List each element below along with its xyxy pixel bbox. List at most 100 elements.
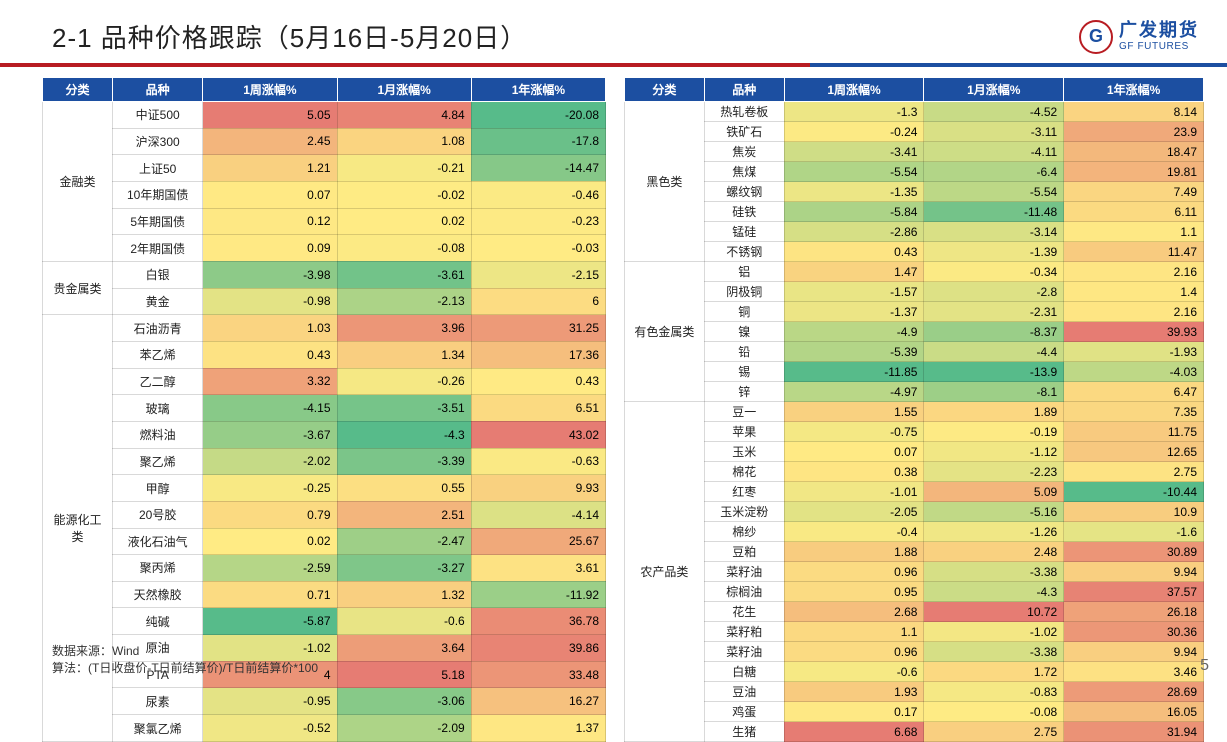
value-cell: -4.9 xyxy=(784,322,924,342)
value-cell: -0.46 xyxy=(471,181,605,208)
name-cell: 棕榈油 xyxy=(704,582,784,602)
logo-cn: 广发期货 xyxy=(1119,21,1199,41)
value-cell: 31.94 xyxy=(1064,722,1204,742)
table-row: 聚丙烯-2.59-3.273.61 xyxy=(43,555,606,582)
value-cell: -4.52 xyxy=(924,102,1064,122)
table-row: 棉花0.38-2.232.75 xyxy=(625,462,1204,482)
table-row: 纯碱-5.87-0.636.78 xyxy=(43,608,606,635)
value-cell: -3.27 xyxy=(337,555,471,582)
value-cell: 23.9 xyxy=(1064,122,1204,142)
value-cell: -1.35 xyxy=(784,182,924,202)
logo-en: GF FUTURES xyxy=(1119,41,1199,52)
col-header: 分类 xyxy=(43,78,113,102)
value-cell: -3.39 xyxy=(337,448,471,475)
value-cell: -0.98 xyxy=(203,288,337,315)
value-cell: 0.02 xyxy=(337,208,471,235)
value-cell: 17.36 xyxy=(471,341,605,368)
value-cell: -0.83 xyxy=(924,682,1064,702)
value-cell: 19.81 xyxy=(1064,162,1204,182)
table-row: 棕榈油0.95-4.337.57 xyxy=(625,582,1204,602)
name-cell: 上证50 xyxy=(113,155,203,182)
category-cell: 农产品类 xyxy=(625,402,705,742)
value-cell: 37.57 xyxy=(1064,582,1204,602)
value-cell: -4.4 xyxy=(924,342,1064,362)
value-cell: 0.96 xyxy=(784,562,924,582)
value-cell: -1.57 xyxy=(784,282,924,302)
value-cell: 11.47 xyxy=(1064,242,1204,262)
value-cell: 1.93 xyxy=(784,682,924,702)
name-cell: 铅 xyxy=(704,342,784,362)
name-cell: 棉花 xyxy=(704,462,784,482)
value-cell: 1.47 xyxy=(784,262,924,282)
name-cell: 玉米淀粉 xyxy=(704,502,784,522)
value-cell: 6 xyxy=(471,288,605,315)
value-cell: 2.45 xyxy=(203,128,337,155)
value-cell: -0.25 xyxy=(203,475,337,502)
value-cell: -0.6 xyxy=(784,662,924,682)
value-cell: 0.12 xyxy=(203,208,337,235)
table-row: 玉米0.07-1.1212.65 xyxy=(625,442,1204,462)
value-cell: 10.9 xyxy=(1064,502,1204,522)
name-cell: 生猪 xyxy=(704,722,784,742)
logo-icon xyxy=(1079,20,1113,54)
value-cell: -0.23 xyxy=(471,208,605,235)
value-cell: -5.54 xyxy=(784,162,924,182)
category-cell: 黑色类 xyxy=(625,102,705,262)
value-cell: 16.27 xyxy=(471,688,605,715)
value-cell: 1.4 xyxy=(1064,282,1204,302)
value-cell: 5.09 xyxy=(924,482,1064,502)
footer-formula: 算法：(T日收盘价-T日前结算价)/T日前结算价*100 xyxy=(52,660,318,677)
category-cell: 金融类 xyxy=(43,102,113,262)
value-cell: -1.6 xyxy=(1064,522,1204,542)
name-cell: 焦炭 xyxy=(704,142,784,162)
name-cell: 中证500 xyxy=(113,102,203,129)
value-cell: -3.41 xyxy=(784,142,924,162)
value-cell: 6.11 xyxy=(1064,202,1204,222)
value-cell: -20.08 xyxy=(471,102,605,129)
category-cell: 贵金属类 xyxy=(43,261,113,314)
name-cell: 铝 xyxy=(704,262,784,282)
name-cell: 铁矿石 xyxy=(704,122,784,142)
table-row: 尿素-0.95-3.0616.27 xyxy=(43,688,606,715)
logo-text: 广发期货 GF FUTURES xyxy=(1119,21,1199,52)
footer-source: 数据来源：Wind xyxy=(52,643,318,660)
value-cell: 31.25 xyxy=(471,315,605,342)
col-header: 1月涨幅% xyxy=(924,78,1064,102)
col-header: 品种 xyxy=(113,78,203,102)
value-cell: -5.16 xyxy=(924,502,1064,522)
value-cell: -4.3 xyxy=(337,421,471,448)
table-row: 聚氯乙烯-0.52-2.091.37 xyxy=(43,715,606,742)
name-cell: 聚乙烯 xyxy=(113,448,203,475)
col-header: 1周涨幅% xyxy=(784,78,924,102)
value-cell: 2.16 xyxy=(1064,302,1204,322)
value-cell: -2.15 xyxy=(471,261,605,288)
value-cell: 1.55 xyxy=(784,402,924,422)
table-row: 硅铁-5.84-11.486.11 xyxy=(625,202,1204,222)
value-cell: -4.11 xyxy=(924,142,1064,162)
name-cell: 锌 xyxy=(704,382,784,402)
table-row: 锰硅-2.86-3.141.1 xyxy=(625,222,1204,242)
value-cell: -0.08 xyxy=(924,702,1064,722)
value-cell: 1.89 xyxy=(924,402,1064,422)
table-row: 乙二醇3.32-0.260.43 xyxy=(43,368,606,395)
value-cell: -5.54 xyxy=(924,182,1064,202)
table-row: 铜-1.37-2.312.16 xyxy=(625,302,1204,322)
value-cell: -1.39 xyxy=(924,242,1064,262)
value-cell: 16.05 xyxy=(1064,702,1204,722)
value-cell: 0.96 xyxy=(784,642,924,662)
value-cell: 1.34 xyxy=(337,341,471,368)
value-cell: 1.1 xyxy=(784,622,924,642)
name-cell: 花生 xyxy=(704,602,784,622)
value-cell: -0.34 xyxy=(924,262,1064,282)
table-row: 阴极铜-1.57-2.81.4 xyxy=(625,282,1204,302)
name-cell: 菜籽油 xyxy=(704,642,784,662)
value-cell: -1.02 xyxy=(924,622,1064,642)
price-table-right: 分类品种1周涨幅%1月涨幅%1年涨幅%黑色类热轧卷板-1.3-4.528.14铁… xyxy=(624,77,1204,742)
value-cell: 1.1 xyxy=(1064,222,1204,242)
value-cell: -14.47 xyxy=(471,155,605,182)
value-cell: 3.61 xyxy=(471,555,605,582)
value-cell: 18.47 xyxy=(1064,142,1204,162)
name-cell: 玻璃 xyxy=(113,395,203,422)
name-cell: 甲醇 xyxy=(113,475,203,502)
table-row: 苯乙烯0.431.3417.36 xyxy=(43,341,606,368)
